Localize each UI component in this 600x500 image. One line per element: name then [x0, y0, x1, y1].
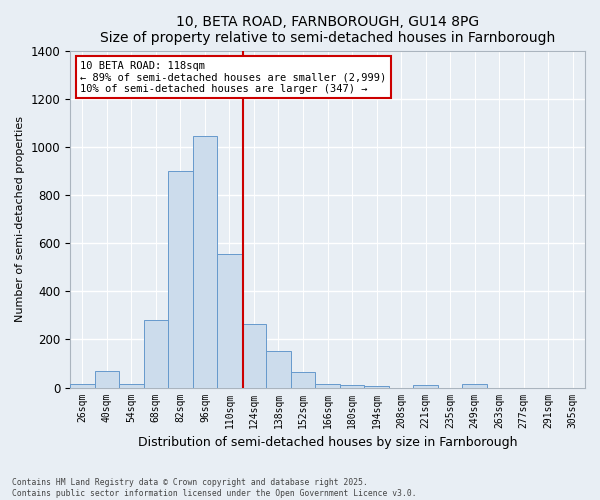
- Bar: [463, 384, 487, 388]
- Bar: [364, 386, 389, 388]
- Text: 10 BETA ROAD: 118sqm
← 89% of semi-detached houses are smaller (2,999)
10% of se: 10 BETA ROAD: 118sqm ← 89% of semi-detac…: [80, 60, 386, 94]
- Bar: [242, 324, 266, 388]
- Bar: [95, 370, 119, 388]
- Text: Contains HM Land Registry data © Crown copyright and database right 2025.
Contai: Contains HM Land Registry data © Crown c…: [12, 478, 416, 498]
- Bar: [168, 171, 193, 388]
- Bar: [340, 385, 364, 388]
- X-axis label: Distribution of semi-detached houses by size in Farnborough: Distribution of semi-detached houses by …: [138, 436, 517, 449]
- Y-axis label: Number of semi-detached properties: Number of semi-detached properties: [15, 116, 25, 322]
- Bar: [266, 352, 291, 388]
- Bar: [119, 384, 143, 388]
- Bar: [70, 384, 95, 388]
- Bar: [413, 385, 438, 388]
- Bar: [291, 372, 315, 388]
- Bar: [217, 254, 242, 388]
- Title: 10, BETA ROAD, FARNBOROUGH, GU14 8PG
Size of property relative to semi-detached : 10, BETA ROAD, FARNBOROUGH, GU14 8PG Siz…: [100, 15, 555, 45]
- Bar: [193, 136, 217, 388]
- Bar: [143, 320, 168, 388]
- Bar: [315, 384, 340, 388]
